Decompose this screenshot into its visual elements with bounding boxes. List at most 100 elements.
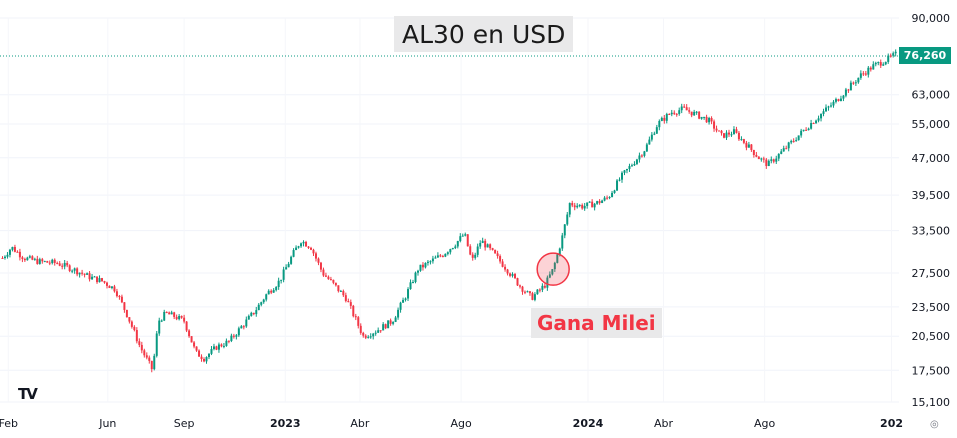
candle — [849, 80, 852, 91]
candle — [563, 223, 566, 239]
candle — [825, 104, 828, 113]
candle — [399, 301, 402, 313]
candle — [270, 289, 273, 295]
x-tick-label: Ago — [754, 417, 776, 430]
candle — [832, 100, 835, 108]
candle — [128, 317, 131, 324]
candle — [571, 200, 574, 208]
candle — [894, 49, 897, 57]
candle — [611, 190, 614, 198]
candle — [103, 280, 106, 284]
candle — [349, 299, 352, 309]
candle — [466, 234, 469, 247]
candle — [135, 327, 138, 344]
candle — [183, 314, 186, 324]
candle — [479, 240, 482, 249]
candle — [670, 109, 673, 117]
candle — [247, 314, 250, 320]
candle — [561, 232, 564, 251]
candle — [36, 255, 39, 265]
candle — [847, 88, 850, 93]
candle — [91, 273, 94, 280]
candle — [484, 238, 487, 251]
candle — [887, 53, 890, 64]
candle — [551, 269, 554, 276]
candle — [829, 102, 832, 108]
candle — [528, 290, 531, 296]
candle — [277, 277, 280, 290]
candle — [250, 311, 253, 317]
candle — [680, 103, 683, 114]
candle — [193, 340, 196, 349]
candle — [424, 262, 427, 269]
candle — [389, 318, 392, 326]
candle — [344, 292, 347, 303]
y-tick-label: 33,500 — [912, 225, 951, 238]
annotation-marker — [536, 252, 570, 286]
tradingview-logo-icon[interactable]: TV — [18, 385, 38, 403]
candle — [262, 298, 265, 304]
candle — [230, 333, 233, 343]
candle — [730, 131, 733, 137]
annotation-marker-group — [536, 252, 570, 286]
candle — [618, 177, 621, 182]
candle — [180, 315, 183, 319]
candle — [884, 61, 887, 66]
candle — [606, 195, 609, 200]
candle — [66, 260, 69, 268]
candle — [494, 249, 497, 254]
candle — [854, 80, 857, 87]
candle — [486, 243, 489, 248]
candle — [287, 261, 290, 268]
candle — [18, 248, 21, 261]
candle — [140, 341, 143, 354]
candle — [797, 135, 800, 141]
settings-icon[interactable]: ◎ — [930, 419, 939, 430]
candle — [133, 325, 136, 332]
candle — [319, 261, 322, 273]
candle — [795, 137, 798, 142]
x-tick-label: Ago — [450, 417, 472, 430]
candle — [685, 104, 688, 111]
candle — [710, 116, 713, 125]
candle — [387, 320, 390, 329]
candle — [877, 61, 880, 66]
candle — [782, 145, 785, 152]
candle — [265, 293, 268, 302]
gridlines — [0, 17, 899, 403]
candle — [566, 211, 569, 226]
candle — [53, 258, 56, 266]
candle — [892, 51, 895, 58]
candle — [489, 243, 492, 251]
candle — [598, 199, 601, 205]
candle — [272, 288, 275, 293]
candle — [118, 294, 121, 300]
candle — [227, 340, 230, 344]
x-tick-label: Abr — [654, 417, 674, 430]
candle — [668, 113, 671, 116]
candle — [441, 254, 444, 258]
candle — [633, 161, 636, 167]
candle — [163, 309, 166, 322]
y-tick-label: 15,100 — [912, 396, 951, 409]
candle — [780, 149, 783, 155]
candle — [46, 260, 49, 263]
candle — [640, 154, 643, 158]
candle — [267, 289, 270, 295]
candle — [101, 277, 104, 282]
candle — [434, 255, 437, 259]
candle — [347, 298, 350, 303]
y-tick-label: 90,000 — [912, 12, 951, 25]
candle — [655, 124, 658, 135]
candle — [491, 247, 494, 251]
candle — [374, 330, 377, 336]
candle — [568, 202, 571, 218]
candle — [377, 327, 380, 334]
candle — [608, 196, 611, 200]
candle — [518, 284, 521, 289]
candle — [546, 275, 549, 291]
candle — [658, 119, 661, 131]
candle — [113, 284, 116, 293]
candle — [108, 285, 111, 289]
candle — [178, 314, 181, 321]
